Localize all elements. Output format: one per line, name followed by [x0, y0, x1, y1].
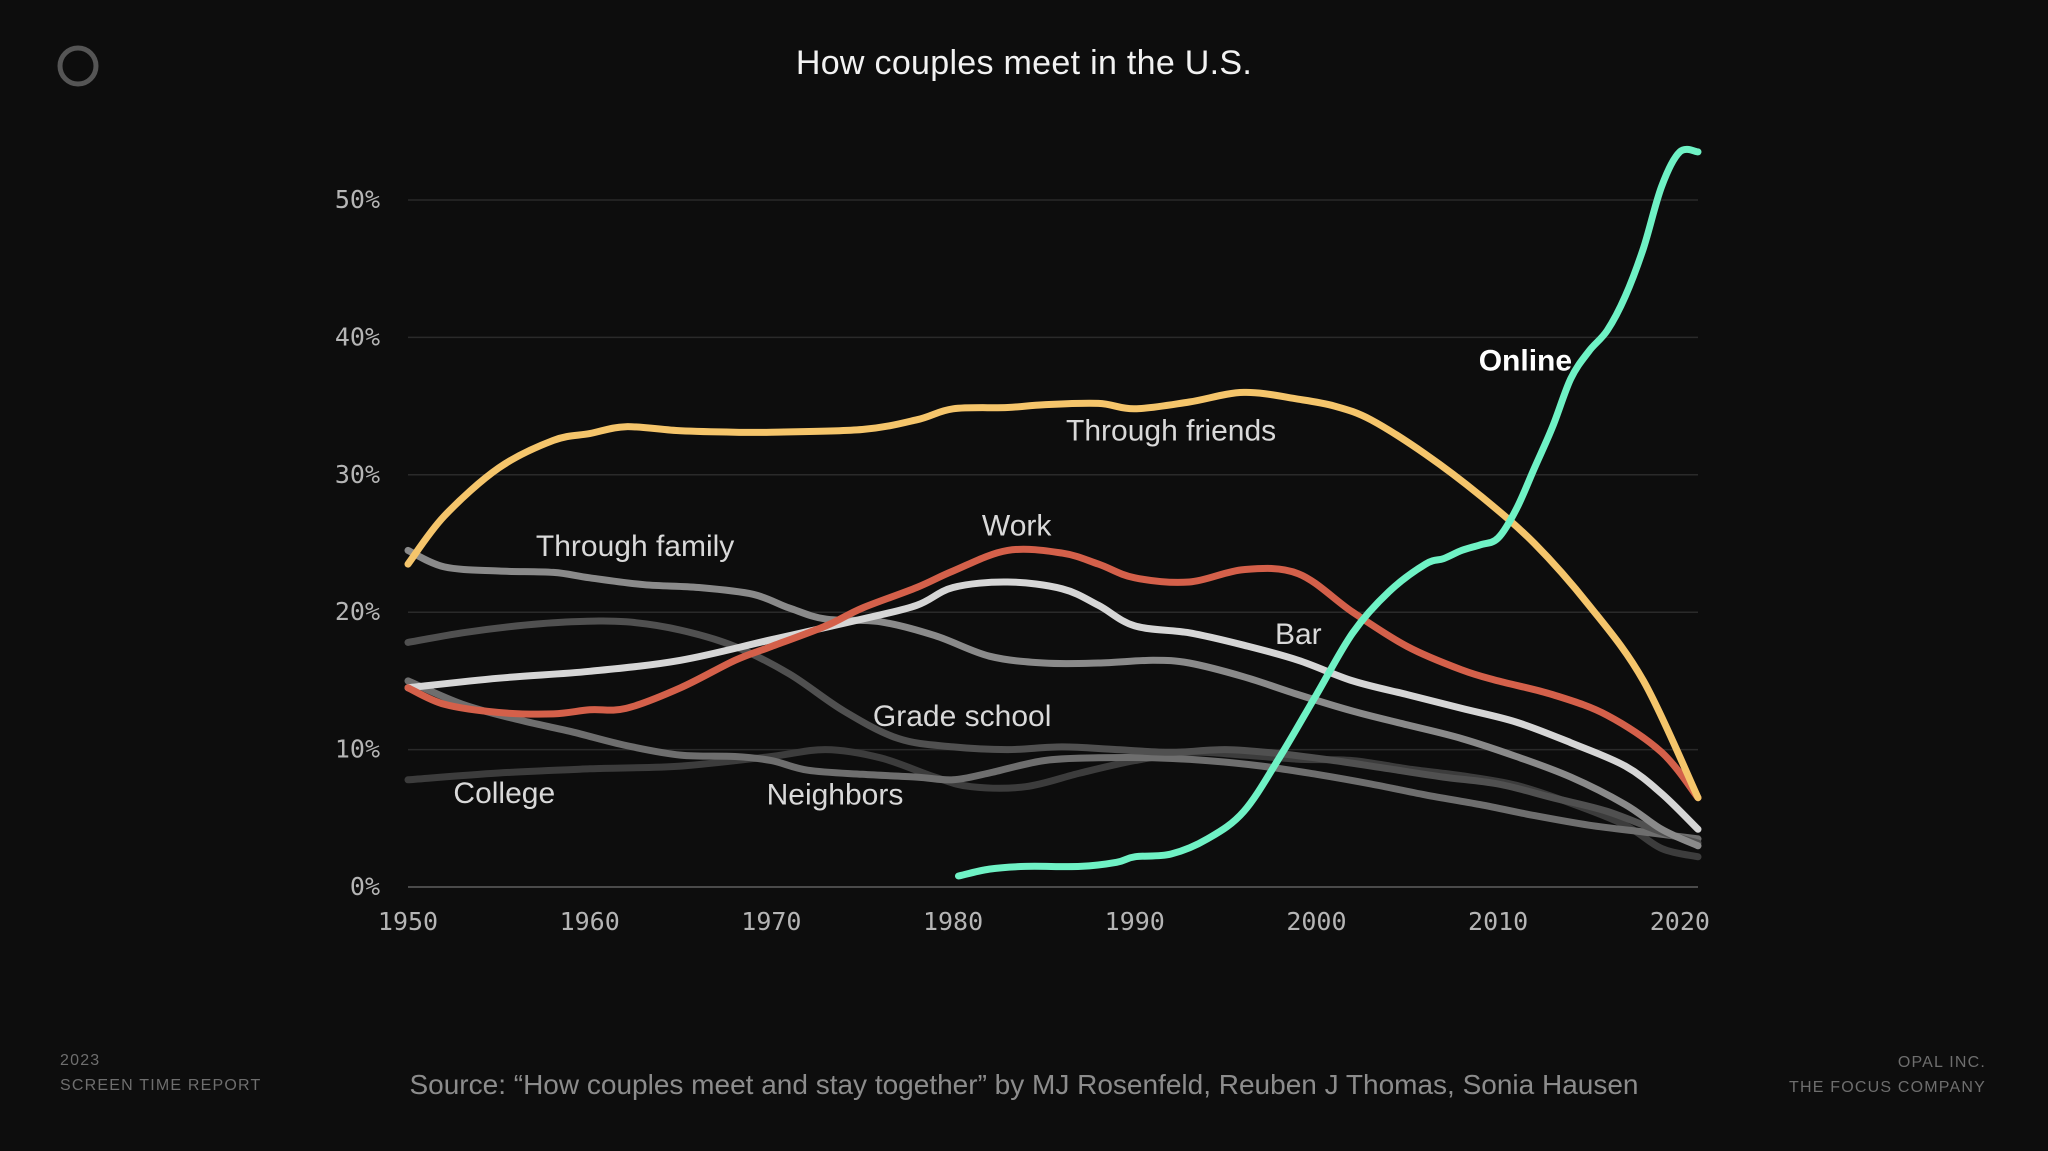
series-label-work: Work: [982, 509, 1052, 542]
footer-company: OPAL INC.: [1897, 1054, 1986, 1071]
gridlines: [408, 199, 1698, 888]
series-label-neighbors: Neighbors: [767, 779, 904, 812]
series-line-online: [955, 145, 1702, 880]
x-tick-label: 1970: [741, 907, 801, 936]
series-label-bar: Bar: [1275, 618, 1322, 651]
x-tick-label: 2000: [1286, 907, 1346, 936]
x-tick-label: 1960: [560, 907, 620, 936]
y-tick-label: 0%: [350, 872, 380, 901]
series-label-online: Online: [1479, 344, 1572, 377]
footer-year: 2023: [60, 1052, 101, 1069]
series-line-neighbors: [404, 677, 1702, 843]
footer-report-label: 2023 SCREEN TIME REPORT: [60, 1048, 261, 1098]
chart-title: How couples meet in the U.S.: [795, 44, 1253, 82]
y-tick-label: 40%: [335, 322, 380, 351]
series-line-through-family: [404, 546, 1702, 850]
series-line-work: [404, 545, 1702, 802]
series-label-through-friends: Through friends: [1066, 414, 1276, 447]
x-tick-label: 1980: [923, 907, 983, 936]
footer-tagline: THE FOCUS COMPANY: [1788, 1079, 1986, 1096]
axes: 0% 10% 20% 30% 40% 50% 1950 1960 1970 1980 1990 200…: [335, 185, 1710, 936]
series-label-through-family: Through family: [536, 530, 734, 563]
y-tick-label: 50%: [335, 185, 380, 214]
series-labels: Through friends Work Bar Through family Grad…: [453, 344, 1572, 811]
series-line-grade-school: [404, 617, 1702, 847]
footer-company-label: OPAL INC. THE FOCUS COMPANY: [1789, 1050, 1986, 1100]
circle-logo-icon: [57, 45, 99, 87]
series-label-college: College: [453, 777, 555, 810]
footer-report-name: SCREEN TIME REPORT: [60, 1077, 262, 1094]
series-line-college: [404, 746, 1702, 861]
series-lines: [404, 145, 1702, 880]
series-line-bar: [404, 578, 1702, 833]
source-note: Source: “How couples meet and stay toget…: [409, 1069, 1639, 1100]
x-tick-label: 2020: [1650, 907, 1710, 936]
y-tick-label: 10%: [335, 735, 380, 764]
series-line-through-friends: [404, 388, 1702, 802]
y-tick-label: 20%: [335, 597, 380, 626]
y-tick-label: 30%: [335, 460, 380, 489]
series-label-grade-school: Grade school: [873, 700, 1051, 733]
x-tick-label: 1950: [378, 907, 438, 936]
x-tick-label: 2010: [1468, 907, 1528, 936]
x-tick-label: 1990: [1105, 907, 1165, 936]
